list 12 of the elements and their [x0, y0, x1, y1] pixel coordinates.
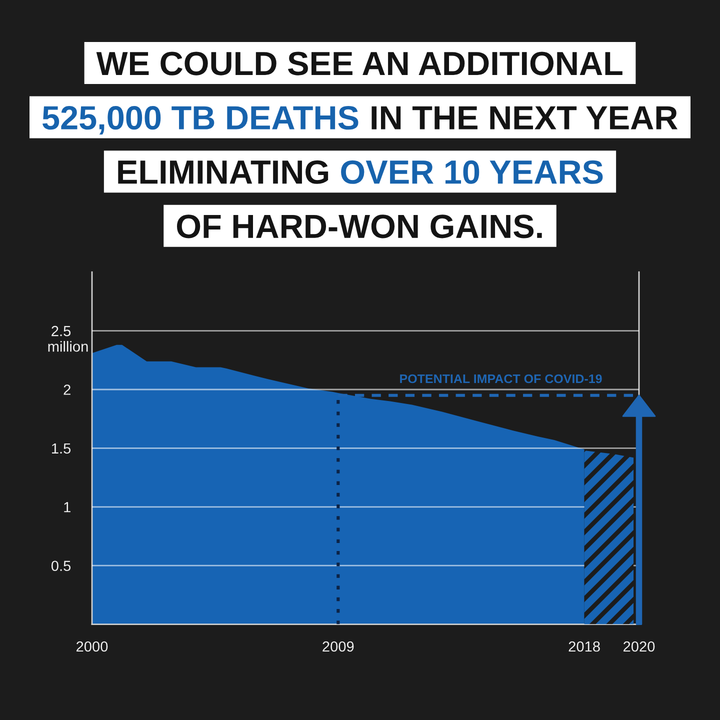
- y-tick-label: 2: [64, 384, 70, 395]
- y-tick-label: 2.5: [52, 326, 71, 336]
- y-tick-label: 1: [64, 502, 70, 512]
- chart-title: WE COULD SEE AN ADDITIONAL 525,000 TB DEATHS IN THE NEXT YEAR ELIMINATING OVER 10 YEARS OF HARD-WON GAINS.: [42, 52, 678, 238]
- x-tick-label: 2009: [322, 641, 354, 652]
- y-tick-label: 0.5: [51, 560, 71, 572]
- x-tick-label: 2020: [624, 641, 655, 652]
- x-tick-label: 2018: [568, 641, 600, 652]
- y-axis-title: million: [48, 341, 88, 352]
- y-tick-label: 1.5: [52, 443, 71, 454]
- x-tick-label: 2000: [76, 641, 108, 652]
- ref-line-label: POTENTIAL IMPACT OF COVID-19: [400, 374, 602, 384]
